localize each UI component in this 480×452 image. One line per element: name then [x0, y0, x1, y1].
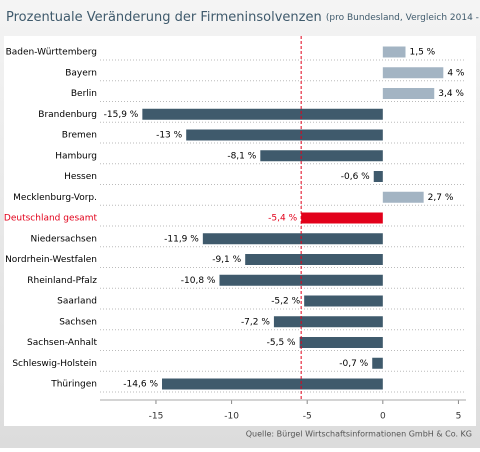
value-label: -0,6 % [341, 172, 370, 182]
bar [245, 254, 383, 265]
value-label: -9,1 % [212, 255, 241, 265]
bar [382, 67, 444, 79]
bar [273, 316, 383, 328]
bar [142, 108, 383, 120]
bar [382, 88, 435, 99]
x-tick-label: -5 [303, 412, 312, 422]
bar [299, 337, 383, 348]
chart-title: Prozentuale Veränderung der Firmeninsolv… [6, 10, 480, 25]
value-label: -5,4 % [268, 214, 297, 224]
source: Quelle: Bürgel Wirtschaftsinformationen … [246, 430, 472, 439]
category-label: Hessen [64, 172, 97, 182]
bar [260, 150, 383, 162]
value-label: -5,2 % [271, 297, 300, 307]
category-label: Baden-Württemberg [6, 48, 97, 58]
value-label: -0,7 % [339, 359, 368, 369]
category-label: Berlin [71, 89, 97, 99]
bar [382, 46, 406, 58]
category-label: Nordrhein-Westfalen [5, 255, 97, 265]
x-tick-label: 0 [380, 412, 386, 422]
value-label: -5,5 % [267, 338, 296, 348]
value-label: -10,8 % [181, 276, 216, 286]
category-label: Thüringen [50, 380, 97, 390]
category-label: Bayern [65, 68, 97, 78]
category-label: Sachsen-Anhalt [27, 338, 97, 348]
value-label: -13 % [156, 131, 183, 141]
category-label: Saarland [57, 297, 97, 307]
value-label: -8,1 % [227, 151, 256, 161]
category-label: Niedersachsen [30, 234, 97, 244]
bar [372, 357, 383, 369]
category-label: Sachsen [59, 317, 97, 327]
value-label: 3,4 % [438, 89, 464, 99]
value-label: 1,5 % [410, 48, 436, 58]
bar [304, 295, 383, 307]
bar [202, 233, 383, 245]
bar [373, 171, 383, 182]
bar [219, 274, 383, 286]
bar [301, 212, 383, 224]
value-label: -15,9 % [104, 110, 139, 120]
x-tick-label: -15 [149, 412, 164, 422]
value-label: 2,7 % [428, 193, 454, 203]
value-label: 4 % [447, 68, 465, 78]
value-label: -11,9 % [164, 234, 199, 244]
category-label: Hamburg [55, 151, 97, 161]
bar [186, 129, 383, 141]
category-label: Deutschland gesamt [4, 214, 98, 224]
category-label: Bremen [62, 131, 97, 141]
value-label: -7,2 % [241, 317, 270, 327]
value-label: -14,6 % [123, 380, 158, 390]
category-label: Rheinland-Pfalz [27, 276, 97, 286]
bar [382, 191, 424, 203]
bar [162, 378, 383, 390]
category-label: Brandenburg [38, 110, 97, 120]
x-tick-label: -10 [224, 412, 239, 422]
category-label: Mecklenburg-Vorp. [13, 193, 97, 203]
category-label: Schleswig-Holstein [12, 359, 97, 369]
x-tick-label: 5 [456, 412, 462, 422]
